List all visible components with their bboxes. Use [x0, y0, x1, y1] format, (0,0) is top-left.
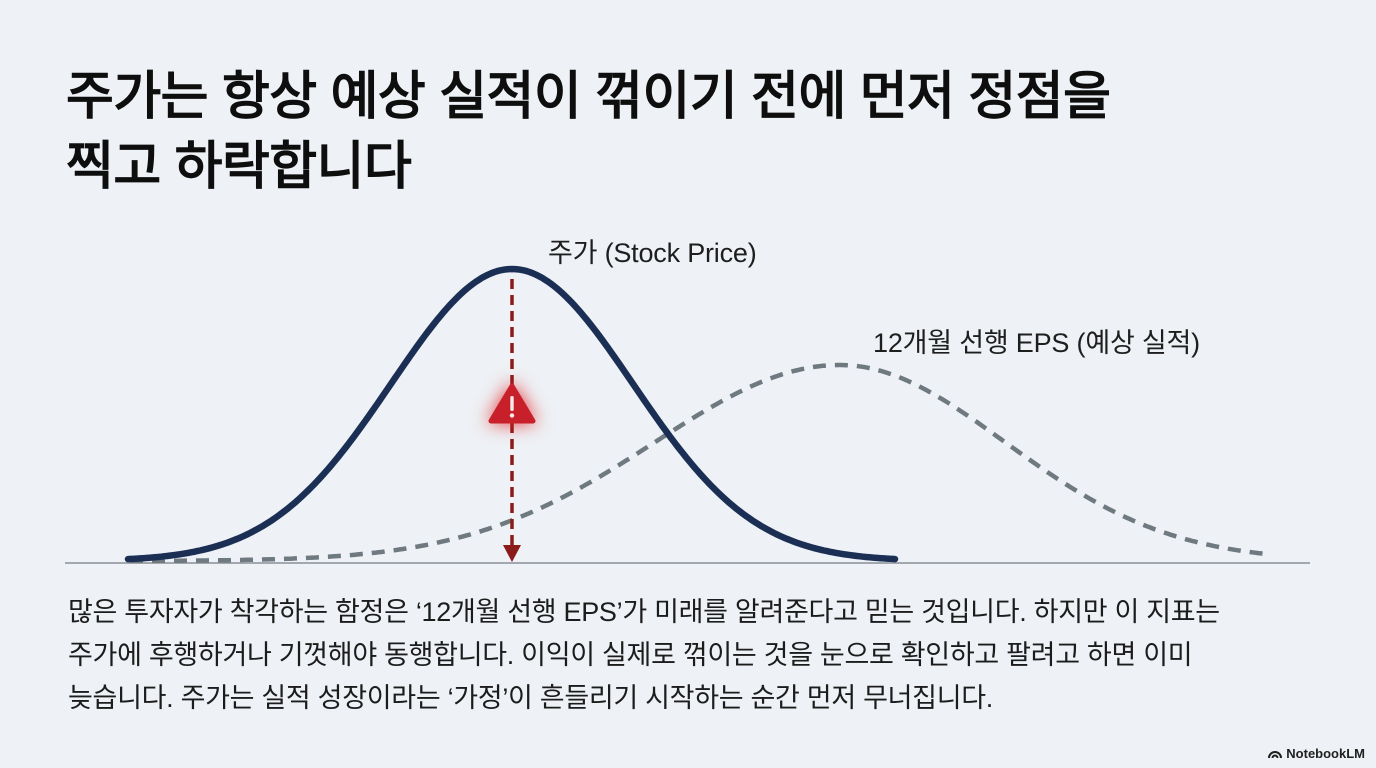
body-text: 많은 투자자가 착각하는 함정은 ‘12개월 선행 EPS’가 미래를 알려준다…	[68, 591, 1220, 720]
eps-forecast-curve	[130, 362, 1266, 564]
eps-forecast-label: 12개월 선행 EPS (예상 실적)	[873, 328, 1200, 358]
body-text-line: 늦습니다. 주가는 실적 성장이라는 ‘가정’이 흔들리기 시작하는 순간 먼저…	[68, 683, 993, 713]
stock-price-label: 주가 (Stock Price)	[548, 238, 757, 268]
warning-exclamation-dot	[509, 413, 515, 418]
body-text-line: 주가에 후행하거나 기껏해야 동행합니다. 이익이 실제로 꺾이는 것을 눈으로…	[68, 640, 1193, 670]
slide-title: 주가는 항상 예상 실적이 꺾이기 전에 먼저 정점을 찍고 하락합니다	[66, 62, 1111, 202]
warning-exclamation-bar	[510, 396, 514, 411]
notebooklm-logo-icon	[1268, 751, 1283, 759]
peak-drop-arrowhead	[503, 545, 521, 562]
stock-price-curve	[124, 265, 899, 563]
warning-icon	[488, 383, 536, 424]
notebooklm-watermark: NotebookLM	[1268, 746, 1365, 761]
brand-name: NotebookLM	[1286, 746, 1365, 761]
slide-title-line: 찍고 하락합니다	[66, 138, 412, 196]
slide-title-line: 주가는 항상 예상 실적이 꺾이기 전에 먼저 정점을	[66, 68, 1111, 126]
body-text-line: 많은 투자자가 착각하는 함정은 ‘12개월 선행 EPS’가 미래를 알려준다…	[68, 597, 1220, 627]
